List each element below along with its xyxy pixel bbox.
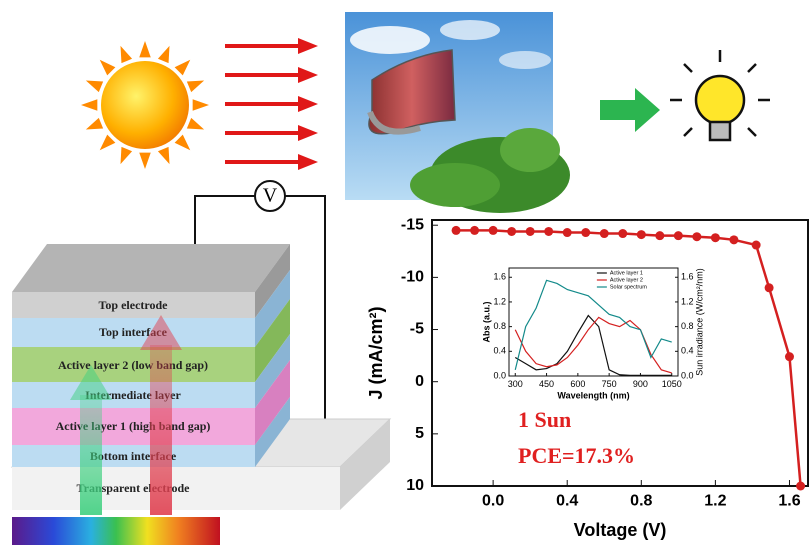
data-point (710, 233, 720, 243)
x-tick-label: 750 (602, 379, 617, 389)
data-point (544, 226, 554, 236)
sun-ray (85, 117, 104, 130)
x-tick-label: 1.2 (704, 492, 726, 509)
y-tick-label: 0.0 (493, 370, 506, 380)
layer-label: Top electrode (99, 298, 169, 312)
incoming-light (12, 315, 220, 545)
legend-label: Active layer 1 (610, 270, 643, 276)
layer-stack (10, 244, 392, 510)
data-point (784, 352, 794, 362)
x-tick-label: 450 (539, 379, 554, 389)
y2-tick-label: 0.0 (681, 370, 694, 380)
layer-label: Active layer 1 (high band gap) (56, 419, 211, 433)
sun-ray (186, 80, 205, 93)
y2-tick-label: 1.2 (681, 296, 694, 306)
data-point (729, 235, 739, 245)
y2-tick-label: 0.4 (681, 346, 694, 356)
sun-ray (157, 146, 170, 165)
sun-ray (120, 45, 133, 64)
layer-label: Active layer 2 (low band gap) (58, 358, 208, 372)
x-tick-label: 0.0 (482, 492, 504, 509)
legend-label: Solar spectrum (610, 284, 647, 290)
x-axis-label: Wavelength (nm) (557, 390, 629, 400)
x-axis-label: Voltage (V) (574, 520, 667, 540)
sun-ray (85, 80, 104, 93)
data-point (525, 226, 535, 236)
data-point (764, 283, 774, 293)
sun-ray (157, 45, 170, 64)
sun-ray (120, 146, 133, 165)
sun-ray (174, 59, 191, 76)
sun-ray (81, 99, 98, 111)
voltmeter-label: V (263, 185, 278, 207)
y-tick-label: 1.6 (493, 272, 506, 282)
x-tick-label: 0.8 (630, 492, 652, 509)
data-point (673, 231, 683, 241)
light-arrows (225, 38, 318, 170)
sun-disc (101, 61, 189, 149)
legend-label: Active layer 2 (610, 277, 643, 283)
sun-ray (174, 134, 191, 151)
sun-ray (186, 117, 205, 130)
sun (81, 41, 209, 169)
y-tick-label: -15 (401, 216, 424, 233)
data-point (507, 226, 517, 236)
photo (345, 12, 570, 213)
y-tick-label: 0 (415, 373, 424, 390)
output-arrow (600, 88, 660, 132)
y-tick-label: 5 (415, 425, 424, 442)
data-point (751, 240, 761, 250)
x-tick-label: 0.4 (556, 492, 578, 509)
y-axis-label: J (mA/cm²) (366, 306, 386, 399)
y-tick-label: -5 (410, 321, 424, 338)
x-tick-label: 900 (633, 379, 648, 389)
sun-ray (192, 99, 209, 111)
data-point (636, 230, 646, 240)
data-point (451, 225, 461, 235)
x-tick-label: 600 (570, 379, 585, 389)
data-point (562, 228, 572, 238)
charts: 0.0 0.4 0.8 1.2 1.6 -15 -10 -5 0 5 10 Voltage (V) J … (366, 216, 809, 540)
sun-ray (139, 152, 151, 169)
data-point (655, 231, 665, 241)
data-point (796, 481, 806, 491)
series-line (514, 314, 672, 376)
sun-ray (99, 59, 116, 76)
bulb (670, 50, 770, 142)
y-axis-label: Abs (a.u.) (481, 301, 491, 342)
annotation: 1 Sun (518, 407, 571, 432)
annotation: PCE=17.3% (518, 443, 635, 468)
sun-ray (99, 134, 116, 151)
y-tick-label: 0.8 (493, 321, 506, 331)
y2-tick-label: 0.8 (681, 321, 694, 331)
y-tick-label: 1.2 (493, 296, 506, 306)
x-tick-label: 1050 (662, 379, 682, 389)
series-line (514, 279, 672, 370)
plot-frame (508, 267, 679, 377)
sun-ray (139, 41, 151, 58)
data-point (618, 229, 628, 239)
data-point (581, 228, 591, 238)
y-tick-label: 10 (406, 477, 424, 494)
data-point (488, 225, 498, 235)
y2-tick-label: 1.6 (681, 272, 694, 282)
y2-axis-label: Sun irradiance (W/cm²/nm) (694, 268, 704, 376)
data-point (599, 229, 609, 239)
data-point (470, 225, 480, 235)
data-point (692, 232, 702, 242)
y-tick-label: -10 (401, 269, 424, 286)
y-tick-label: 0.4 (493, 346, 506, 356)
x-tick-label: 1.6 (778, 492, 800, 509)
x-tick-label: 300 (508, 379, 523, 389)
